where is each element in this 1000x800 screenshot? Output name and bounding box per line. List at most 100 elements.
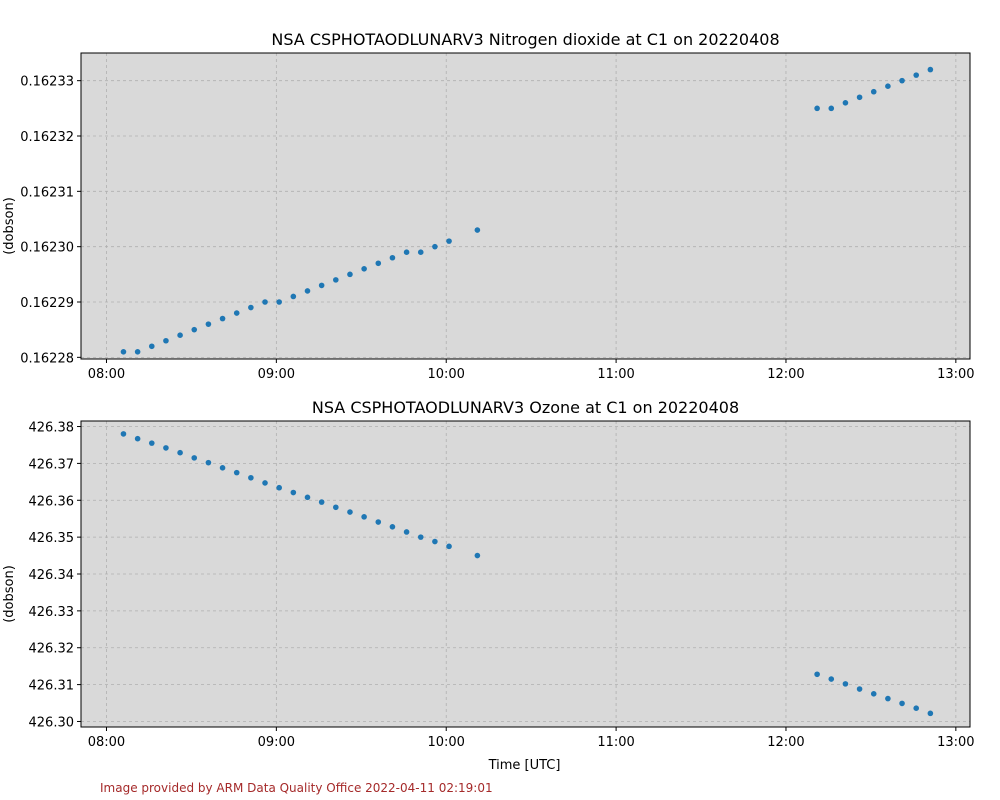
chart2-data-point [899, 700, 905, 707]
chart2-data-point [290, 489, 297, 496]
chart1-y-tick-label: 0.16231 [20, 185, 74, 200]
chart1-data-point [248, 304, 254, 311]
chart2-data-point [248, 474, 254, 481]
chart1-data-point [163, 337, 169, 344]
chart1-x-tick-label: 08:00 [88, 367, 125, 382]
chart1-data-point [474, 227, 481, 233]
chart2-y-tick-label: 426.36 [29, 494, 75, 509]
chart2-data-point [814, 671, 820, 678]
chart1-data-point [913, 72, 920, 78]
chart2-data-point [927, 710, 934, 717]
chart2-data-point [219, 465, 226, 471]
chart2-data-point [163, 445, 169, 451]
chart2-x-axis-label: Time [UTC] [488, 758, 561, 773]
chart2-x-tick-label: 09:00 [258, 735, 295, 750]
chart1-data-point [417, 249, 424, 256]
chart1-data-point [347, 271, 353, 278]
chart2-y-tick-label: 426.34 [29, 568, 75, 583]
chart1-data-point [120, 349, 127, 355]
chart2-x-tick-label: 13:00 [937, 735, 974, 750]
chart1-data-point [927, 66, 934, 73]
chart2-y-tick-label: 426.38 [29, 421, 75, 436]
chart2-y-tick-label: 426.32 [29, 642, 75, 657]
chart2-x-tick-label: 08:00 [88, 735, 125, 750]
chart2-data-point [446, 543, 452, 550]
chart1-data-point [177, 332, 183, 339]
chart1-data-point [432, 243, 438, 250]
chart1-data-point [899, 77, 905, 84]
chart1-data-point [148, 343, 155, 350]
chart2-y-axis-label: (dobson) [2, 565, 17, 623]
chart2-data-point [333, 504, 339, 511]
chart1-axes-frame [80, 52, 971, 360]
chart1-y-tick-label: 0.16228 [20, 351, 74, 366]
chart2-data-point [885, 695, 891, 702]
chart1-y-axis-label: (dobson) [2, 197, 17, 255]
chart1-data-point [856, 94, 863, 101]
chart2-data-point [375, 519, 382, 525]
chart1-x-tick-label: 09:00 [258, 367, 295, 382]
chart1-data-point [389, 254, 396, 261]
chart2-data-point [403, 529, 410, 535]
chart1-y-tick-label: 0.16233 [20, 75, 74, 90]
chart1-data-point [403, 249, 410, 256]
chart2-data-point [134, 435, 141, 442]
chart1-data-point [814, 105, 820, 112]
chart2-data-point [262, 480, 268, 486]
chart1-data-point [290, 293, 297, 300]
chart1-data-point [134, 349, 141, 355]
chart2-data-point [474, 552, 481, 559]
chart2-data-point [870, 691, 877, 697]
chart2-y-tick-label: 426.37 [29, 457, 75, 472]
chart2-data-point [347, 509, 353, 515]
chart1-data-point [233, 310, 240, 316]
chart1-data-point [276, 299, 282, 305]
chart1-x-tick-label: 12:00 [767, 367, 804, 382]
chart1-data-point [333, 277, 339, 283]
chart2-data-point [205, 459, 212, 466]
chart2-data-point [913, 705, 920, 711]
chart1-data-point [318, 282, 325, 289]
chart2-title: NSA CSPHOTAODLUNARV3 Ozone at C1 on 2022… [312, 398, 739, 417]
chart1-data-point [446, 238, 452, 244]
chart2-y-tick-label: 426.31 [29, 679, 75, 694]
chart2-x-tick-label: 12:00 [767, 735, 804, 750]
chart2-data-point [276, 484, 282, 491]
chart1-plot-area [81, 53, 970, 359]
chart2-data-point [120, 431, 127, 437]
chart1-title: NSA CSPHOTAODLUNARV3 Nitrogen dioxide at… [271, 30, 779, 49]
chart1-data-point [361, 266, 367, 272]
chart1-data-point [870, 88, 877, 95]
chart2-x-tick-label: 11:00 [597, 735, 634, 750]
chart2-data-point [148, 440, 155, 446]
chart2-data-point [389, 524, 396, 530]
chart1-data-point [828, 105, 835, 112]
chart2-data-point [191, 455, 198, 461]
chart1-y-tick-label: 0.16229 [20, 296, 74, 311]
chart2-data-point [304, 494, 311, 501]
chart1-x-tick-label: 11:00 [597, 367, 634, 382]
chart2-y-tick-label: 426.35 [29, 531, 75, 546]
chart2-data-point [233, 469, 240, 476]
chart1-data-point [842, 100, 849, 106]
chart2-data-point [318, 499, 325, 505]
image-credit: Image provided by ARM Data Quality Offic… [100, 781, 493, 795]
chart1-data-point [375, 260, 382, 267]
chart2-y-tick-label: 426.30 [29, 715, 75, 730]
chart2-data-point [856, 686, 863, 692]
chart2-data-point [842, 681, 849, 687]
chart1-data-point [191, 326, 198, 333]
chart2-data-point [828, 676, 835, 682]
chart2-data-point [177, 449, 183, 456]
chart2-y-tick-label: 426.33 [29, 605, 75, 620]
chart2-data-point [417, 534, 424, 540]
chart1-y-tick-label: 0.16230 [20, 241, 74, 256]
chart2-data-point [432, 538, 438, 545]
chart1-data-point [219, 315, 226, 322]
chart1-data-point [885, 83, 891, 90]
chart2-data-point [361, 514, 367, 520]
chart2-x-tick-label: 10:00 [427, 735, 464, 750]
chart1-x-tick-label: 13:00 [937, 367, 974, 382]
chart1-data-point [304, 288, 311, 294]
